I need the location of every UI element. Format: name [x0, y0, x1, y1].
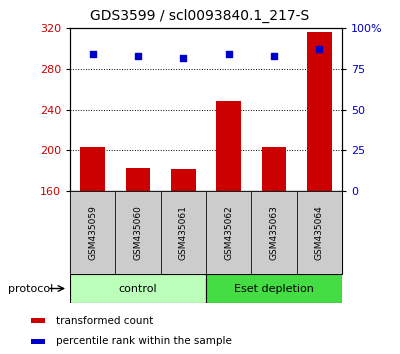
Text: GSM435059: GSM435059 [88, 205, 97, 260]
Text: transformed count: transformed count [56, 315, 153, 326]
Bar [262, 147, 286, 191]
Bar [307, 32, 332, 191]
Bar [206, 191, 251, 274]
Text: control: control [119, 284, 157, 293]
Text: GSM435061: GSM435061 [179, 205, 188, 260]
Point [316, 47, 322, 52]
Point [180, 55, 186, 61]
Point [135, 53, 141, 59]
Point [90, 52, 96, 57]
Bar [80, 147, 105, 191]
Bar [31, 318, 45, 323]
Bar [171, 169, 196, 191]
Bar [216, 101, 241, 191]
Bar [115, 191, 161, 274]
Text: GDS3599 / scl0093840.1_217-S: GDS3599 / scl0093840.1_217-S [90, 9, 310, 23]
Text: GSM435062: GSM435062 [224, 205, 233, 260]
Text: GSM435060: GSM435060 [134, 205, 142, 260]
Bar [31, 339, 45, 343]
Bar [206, 274, 342, 303]
Text: GSM435063: GSM435063 [270, 205, 278, 260]
Bar [126, 168, 150, 191]
Text: Eset depletion: Eset depletion [234, 284, 314, 293]
Text: protocol: protocol [8, 284, 53, 293]
Text: GSM435064: GSM435064 [315, 205, 324, 260]
Bar [70, 274, 206, 303]
Point [226, 52, 232, 57]
Bar [297, 191, 342, 274]
Bar [70, 191, 115, 274]
Bar [251, 191, 297, 274]
Text: percentile rank within the sample: percentile rank within the sample [56, 336, 232, 346]
Point [271, 53, 277, 59]
Bar [161, 191, 206, 274]
